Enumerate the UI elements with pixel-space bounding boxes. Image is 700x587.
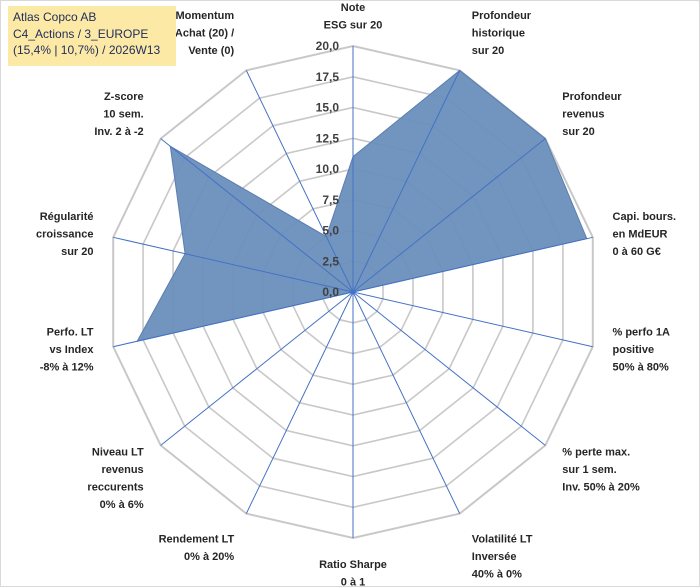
axis-label-11: Régularité croissance sur 20 bbox=[36, 211, 93, 258]
axis-label-1: Profondeur historique sur 20 bbox=[472, 10, 532, 57]
spoke-5 bbox=[352, 291, 546, 446]
tick-label: 12,5 bbox=[316, 131, 340, 145]
spoke-8 bbox=[245, 291, 354, 514]
tick-label: 10,0 bbox=[316, 162, 340, 176]
axis-label-0: Note ESG sur 20 bbox=[324, 2, 383, 32]
axis-labels: Note ESG sur 20 Profondeur historique sur 20… bbox=[36, 2, 676, 587]
spoke-6 bbox=[352, 291, 461, 514]
axis-label-10: Perfo. LT vs Index -8% à 12% bbox=[40, 327, 95, 374]
tick-label: 0,0 bbox=[322, 285, 339, 299]
title-line-2: C4_Actions / 3_EUROPE bbox=[13, 26, 149, 41]
axis-label-5: % perte max. sur 1 sem. Inv. 50% à 20% bbox=[562, 447, 640, 494]
spoke-11 bbox=[113, 236, 354, 293]
spoke-4 bbox=[352, 291, 593, 348]
axis-label-12: Z-score 10 sem. Inv. 2 à -2 bbox=[94, 91, 143, 138]
axis-label-6: Volatilité LT Inversée 40% à 0% bbox=[472, 533, 533, 580]
tick-label: 2,5 bbox=[322, 254, 339, 268]
title-line-1: Atlas Copco AB bbox=[13, 10, 97, 24]
title-line-3: (15,4% | 10,7%) / 2026W13 bbox=[13, 43, 161, 57]
tick-label: 15,0 bbox=[316, 101, 340, 115]
axis-label-9: Niveau LT revenus reccurents 0% à 6% bbox=[87, 447, 144, 512]
tick-label: 20,0 bbox=[316, 39, 340, 53]
axis-label-4: % perfo 1A positive 50% à 80% bbox=[613, 327, 671, 374]
spoke-9 bbox=[160, 291, 354, 446]
tick-label: 7,5 bbox=[322, 193, 339, 207]
radar-spokes bbox=[113, 46, 593, 538]
axis-label-13: Momentum Achat (20) / Vente (0) bbox=[175, 10, 235, 57]
axis-label-3: Capi. bours. en MdEUR 0 à 60 G€ bbox=[613, 211, 677, 258]
radial-tick-labels: 0,0 2,5 5,0 7,5 10,0 12,5 15,0 17,5 20,0 bbox=[316, 39, 340, 299]
tick-label: 17,5 bbox=[316, 70, 340, 84]
axis-label-7: Ratio Sharpe 0 à 1 bbox=[319, 559, 387, 587]
axis-label-8: Rendement LT 0% à 20% bbox=[159, 533, 235, 563]
spoke-1 bbox=[352, 70, 461, 293]
tick-label: 5,0 bbox=[322, 224, 339, 238]
spoke-12 bbox=[160, 138, 354, 293]
chart-title-box: Atlas Copco AB C4_Actions / 3_EUROPE (15… bbox=[8, 6, 176, 66]
spoke-3 bbox=[352, 236, 593, 293]
spoke-10 bbox=[113, 291, 354, 348]
spoke-13 bbox=[245, 70, 354, 293]
spoke-2 bbox=[352, 138, 546, 293]
axis-label-2: Profondeur revenus sur 20 bbox=[562, 91, 622, 138]
